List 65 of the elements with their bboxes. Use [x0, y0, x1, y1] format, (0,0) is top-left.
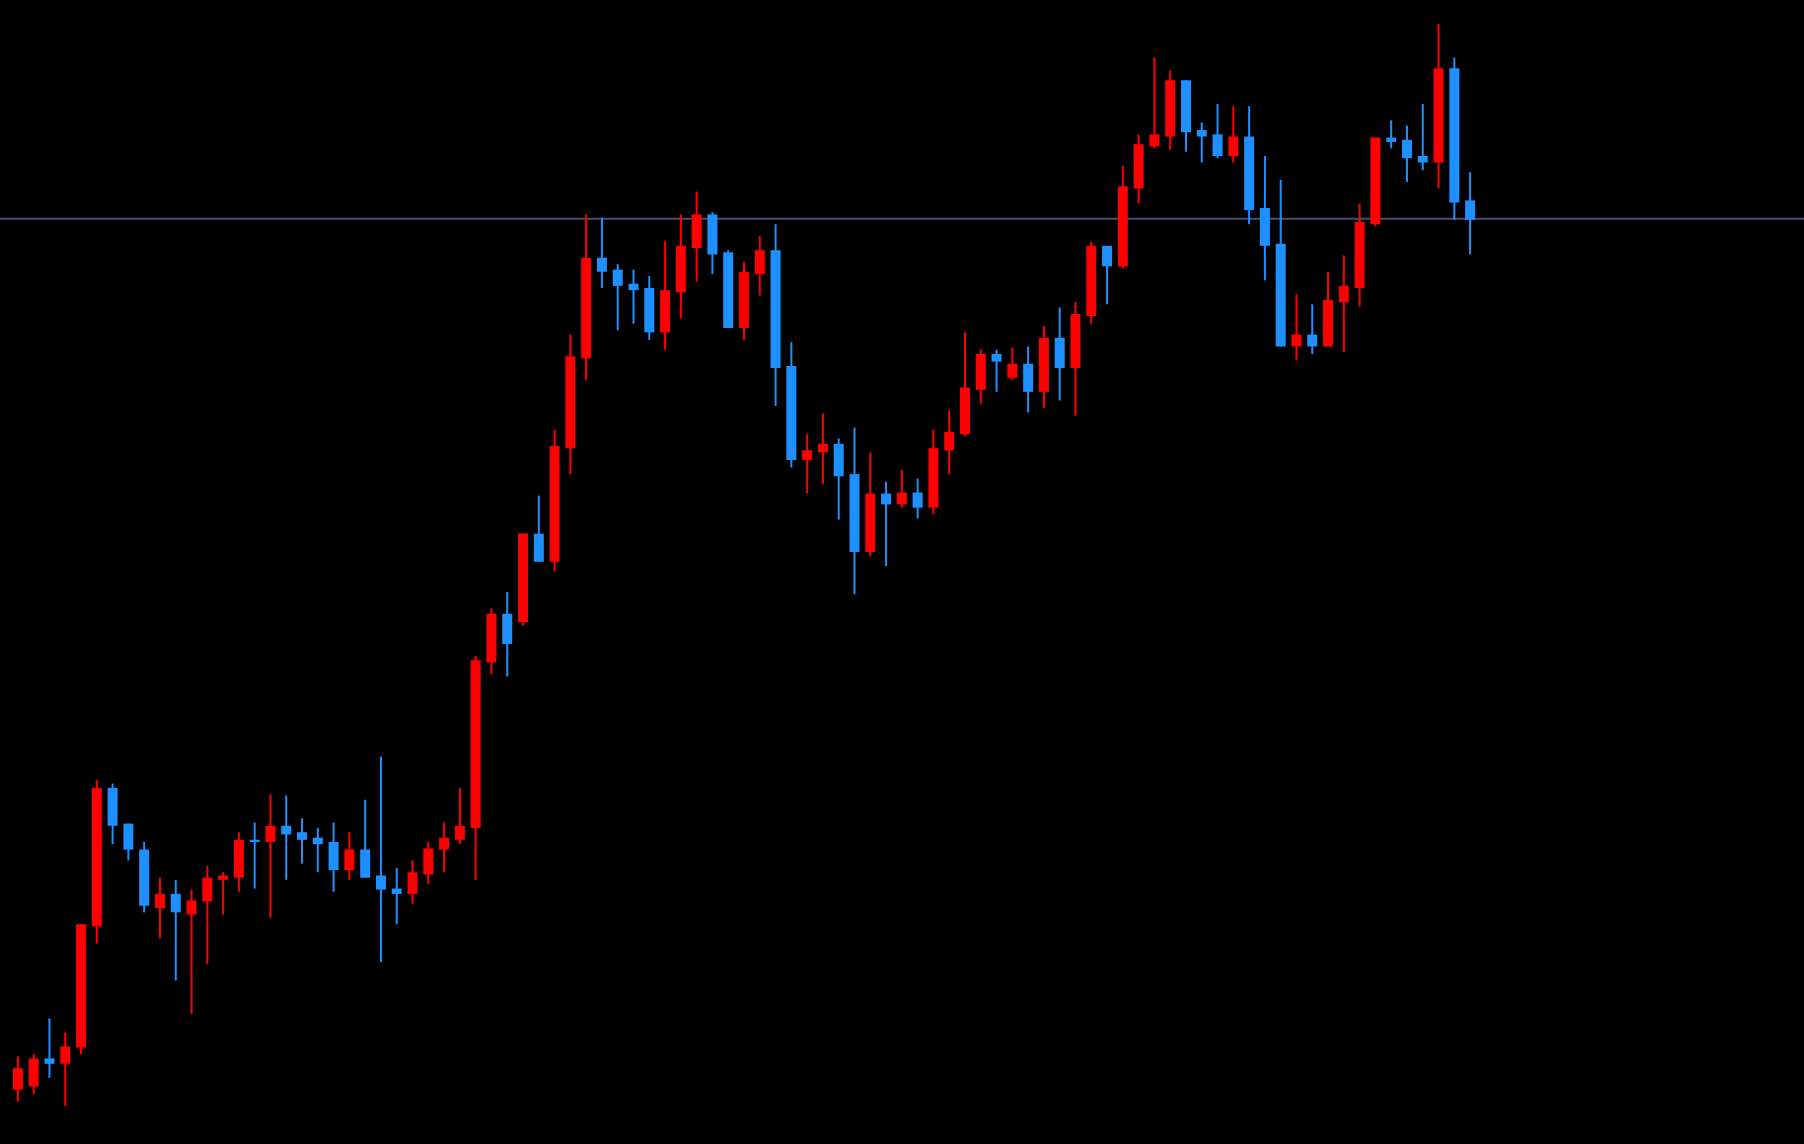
candlestick: [1417, 103, 1428, 172]
candlestick: [439, 821, 450, 874]
candlestick: [1338, 254, 1349, 353]
candlestick: [1401, 124, 1412, 183]
candlestick: [1465, 171, 1476, 256]
candlestick: [170, 878, 181, 982]
candlestick: [802, 433, 813, 495]
candlestick: [1259, 155, 1270, 282]
candlestick: [423, 840, 434, 886]
candlestick: [202, 864, 213, 966]
candlestick: [675, 213, 686, 320]
candlestick: [881, 480, 892, 568]
candlestick: [991, 348, 1002, 393]
candlestick: [533, 494, 544, 563]
candlestick: [391, 866, 402, 926]
candlestick: [1102, 244, 1113, 306]
candlestick: [265, 793, 276, 919]
candlestick: [691, 190, 702, 283]
candlestick: [312, 826, 323, 874]
candlestick: [407, 859, 418, 905]
candlestick: [123, 822, 134, 862]
candlestick: [612, 263, 623, 332]
candlestick: [233, 831, 244, 893]
candlestick: [360, 798, 371, 879]
candlestick: [754, 235, 765, 297]
candlestick: [375, 755, 386, 964]
candlestick: [959, 331, 970, 438]
candlestick: [344, 831, 355, 881]
candlestick: [107, 782, 118, 846]
candlestick: [454, 786, 465, 846]
candlestick: [1307, 303, 1318, 356]
candlestick: [1386, 119, 1397, 150]
candlestick: [12, 1055, 23, 1103]
candlestick: [896, 468, 907, 509]
candlestick: [1007, 346, 1018, 381]
candlestick: [28, 1053, 39, 1096]
candlestick: [628, 268, 639, 325]
candlestick: [1196, 121, 1207, 164]
candlestick: [975, 348, 986, 405]
candlestick: [186, 888, 197, 1016]
candlestick: [707, 211, 718, 275]
candlestick: [644, 275, 655, 341]
candlestick: [1291, 293, 1302, 362]
candlestick: [1054, 306, 1065, 402]
candlestick: [1228, 105, 1239, 164]
candlestick: [218, 871, 229, 916]
candlestick: [1323, 270, 1334, 348]
candlestick: [328, 821, 339, 893]
candlestick: [297, 817, 308, 865]
candlestick: [249, 821, 260, 890]
candlestick: [596, 216, 607, 290]
candlestick: [1149, 56, 1160, 150]
candlestick: [660, 240, 671, 351]
candlestick: [817, 412, 828, 485]
candlestick: [1212, 103, 1223, 160]
candlestick: [833, 437, 844, 521]
candlestick: [1133, 133, 1144, 205]
candlestick: [44, 1017, 55, 1079]
candlestick: [154, 876, 165, 940]
candlestick: [502, 591, 513, 678]
candlestick: [281, 794, 292, 881]
candlestick: [60, 1031, 71, 1107]
candlestick: [1023, 345, 1034, 414]
candlestick: [944, 409, 955, 476]
candlestick: [912, 477, 923, 520]
